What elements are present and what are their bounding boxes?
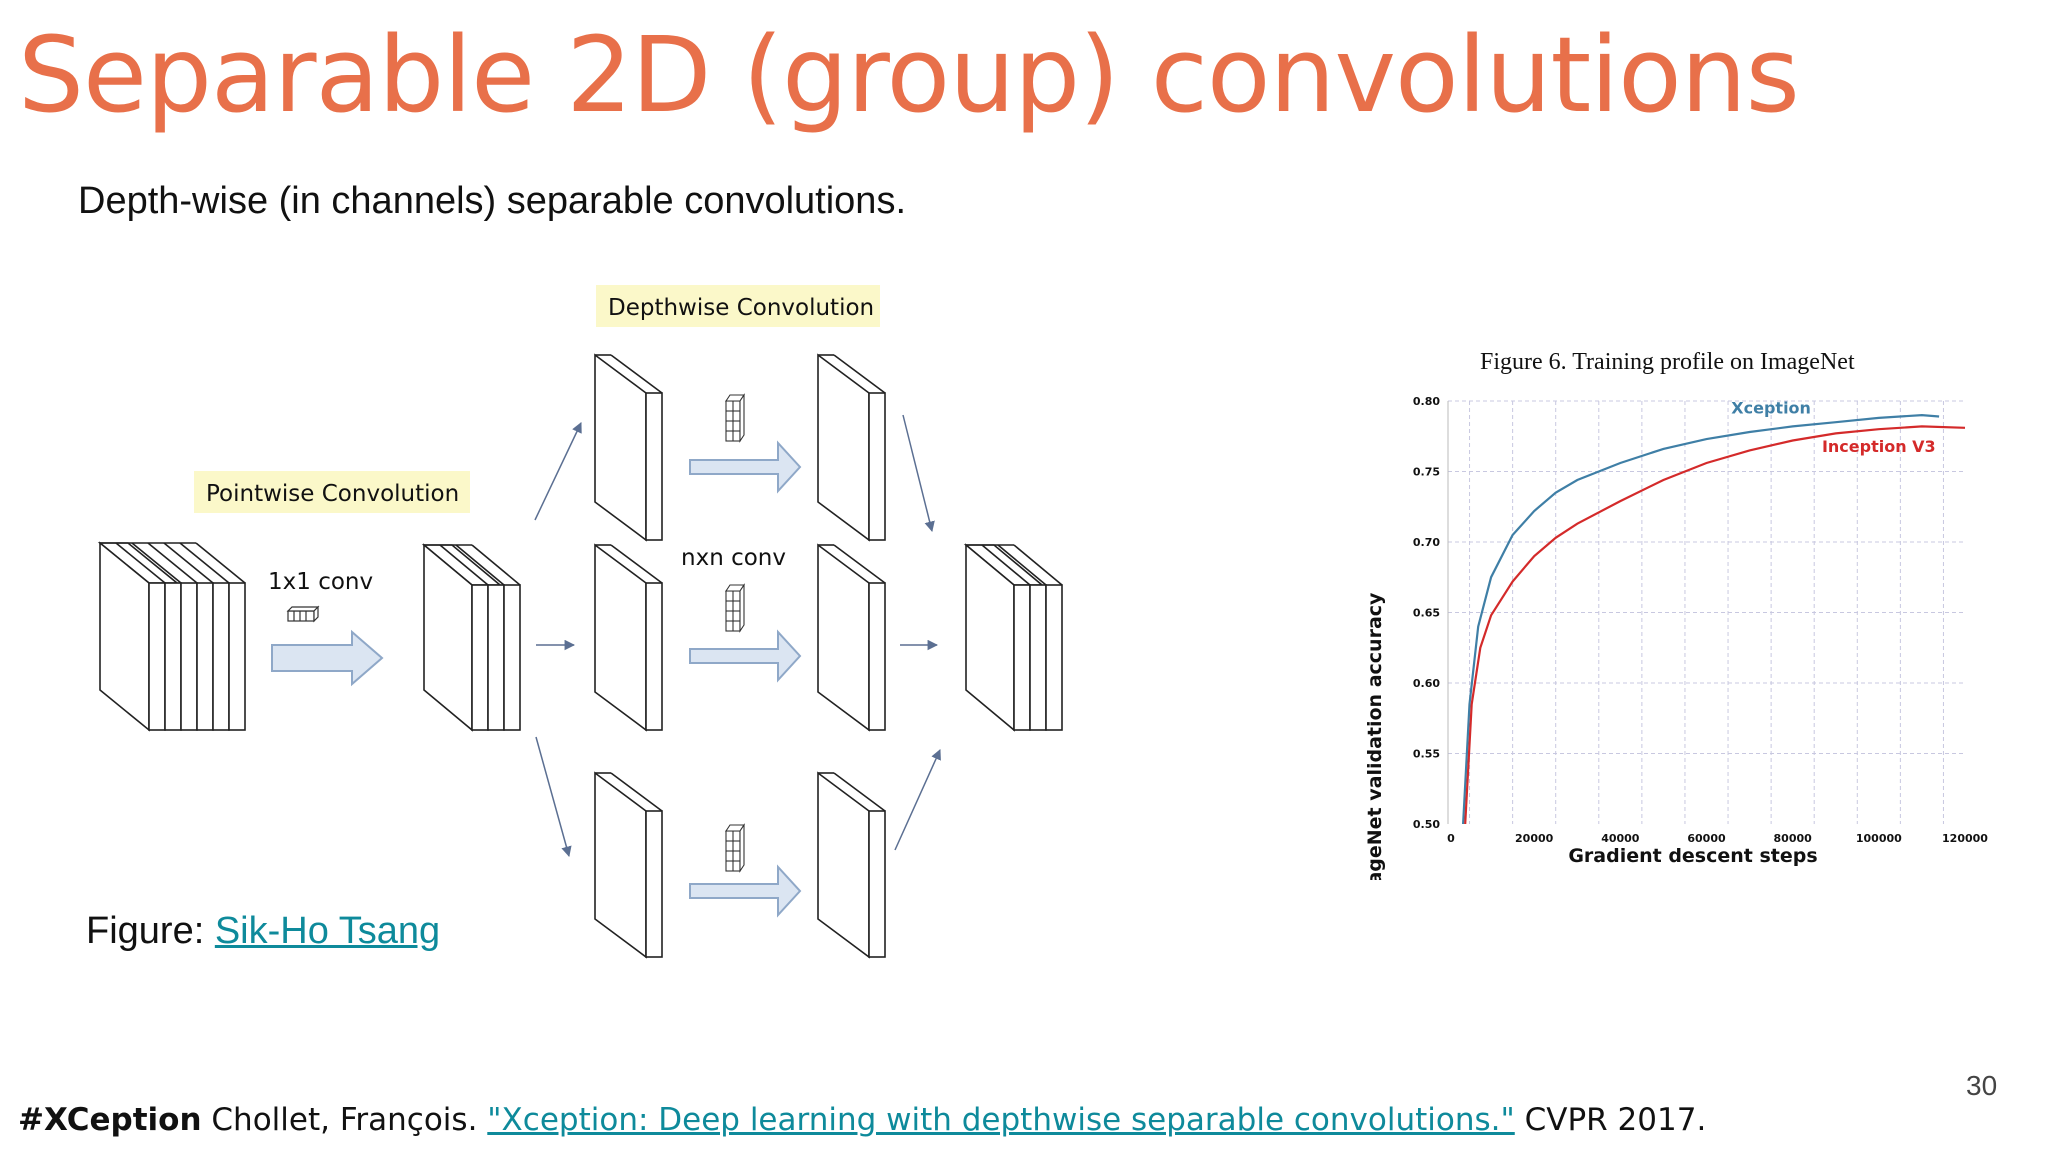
depthwise-label-text: Depthwise Convolution: [608, 295, 874, 321]
y-tick-label: 0.55: [1413, 748, 1440, 761]
depthwise-kernel-icon-middle: [724, 583, 746, 633]
output-slice-top: [817, 353, 886, 542]
figure-credit: Figure: Sik-Ho Tsang: [86, 910, 440, 953]
depthwise-kernel-icon-top: [724, 393, 746, 443]
separable-convolution-diagram: Depthwise Convolution Pointwise Convolut…: [97, 285, 1063, 959]
chart-grid: [1448, 400, 1965, 824]
chart-ylabel: ImageNet validation accuracy: [1364, 592, 1386, 880]
x-tick-label: 60000: [1687, 832, 1726, 845]
channel-slice-bottom: [594, 771, 663, 959]
output-slice-middle: [817, 543, 886, 732]
depthwise-label: Depthwise Convolution: [596, 285, 880, 327]
merge-arrows: [894, 414, 941, 851]
output-volume: [963, 543, 1063, 732]
chart-ticks: 0 20000 40000 60000 80000 100000 120000 0.50 0.5…: [1413, 395, 1988, 845]
citation-authors: Chollet, François.: [201, 1102, 488, 1138]
citation: #XCeption Chollet, François. "Xception: …: [18, 1102, 1706, 1138]
channel-slice-middle: [594, 543, 663, 732]
figure-credit-prefix: Figure:: [86, 910, 215, 952]
output-slice-bottom: [817, 771, 886, 959]
series-line-inception-v3: [1464, 425, 1966, 825]
y-tick-label: 0.80: [1413, 395, 1440, 408]
series-label: Xception: [1731, 399, 1811, 418]
channel-slice-top: [594, 353, 663, 542]
y-tick-label: 0.65: [1413, 607, 1440, 620]
slide-title: Separable 2D (group) convolutions: [18, 14, 1800, 136]
pointwise-kernel-icon: [286, 605, 320, 623]
chart-xlabel: Gradient descent steps: [1568, 845, 1817, 867]
y-tick-label: 0.50: [1413, 818, 1440, 831]
intermediate-volume: [421, 543, 521, 732]
pointwise-arrow: [271, 629, 384, 687]
y-tick-label: 0.75: [1413, 466, 1440, 479]
x-tick-label: 100000: [1856, 832, 1902, 845]
training-profile-chart: Figure 6. Training profile on ImageNet X…: [1364, 349, 1988, 880]
y-tick-label: 0.60: [1413, 677, 1440, 690]
chart-series: Xception Inception V3: [1462, 399, 1966, 825]
depthwise-kernel-label: nxn conv: [681, 545, 786, 571]
x-tick-label: 80000: [1774, 832, 1813, 845]
slide-subtitle: Depth-wise (in channels) separable convo…: [78, 180, 907, 222]
depthwise-arrow-bottom: [689, 864, 802, 918]
figure-credit-link[interactable]: Sik-Ho Tsang: [214, 910, 441, 952]
x-tick-label: 20000: [1515, 832, 1554, 845]
chart-title: Figure 6. Training profile on ImageNet: [1480, 349, 1855, 375]
series-line-xception: [1462, 413, 1940, 825]
pointwise-label-text: Pointwise Convolution: [206, 481, 459, 507]
citation-tag: #XCeption: [18, 1102, 202, 1138]
y-tick-label: 0.70: [1413, 536, 1440, 549]
pointwise-kernel-label: 1x1 conv: [268, 569, 373, 595]
pointwise-label: Pointwise Convolution: [194, 471, 470, 513]
x-tick-label: 40000: [1601, 832, 1640, 845]
depthwise-kernel-icon-bottom: [724, 823, 746, 873]
depthwise-arrow-top: [689, 440, 802, 494]
input-volume: [97, 541, 246, 732]
page-number: 30: [1966, 1070, 1998, 1101]
x-tick-label: 0: [1447, 832, 1455, 845]
depthwise-arrow-middle: [689, 629, 802, 683]
series-label: Inception V3: [1822, 437, 1936, 456]
split-arrows: [534, 422, 582, 858]
x-tick-label: 120000: [1942, 832, 1988, 845]
citation-venue: CVPR 2017.: [1514, 1102, 1707, 1138]
citation-paper-link[interactable]: "Xception: Deep learning with depthwise …: [487, 1102, 1515, 1138]
